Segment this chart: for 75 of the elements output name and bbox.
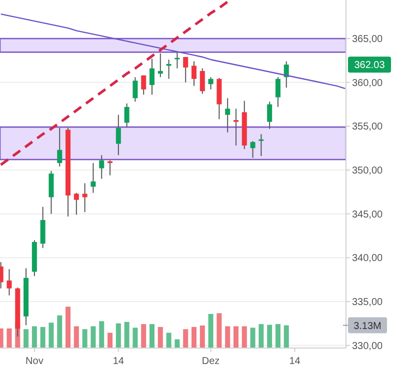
bar xyxy=(108,332,113,348)
candlestick xyxy=(284,60,289,88)
bar xyxy=(191,326,196,348)
candlestick xyxy=(90,162,96,194)
y-tick-label: 330,00 xyxy=(352,340,384,352)
candlestick xyxy=(116,114,121,156)
bar xyxy=(6,328,12,348)
bar xyxy=(141,324,146,348)
bar xyxy=(225,326,230,348)
bar xyxy=(216,313,222,348)
bar xyxy=(32,326,37,348)
x-tick-label: Nov xyxy=(26,356,44,367)
bar xyxy=(174,339,180,348)
bar xyxy=(250,328,256,348)
candlestick xyxy=(99,154,104,180)
bar xyxy=(150,324,155,348)
bar xyxy=(40,326,46,348)
bar xyxy=(74,326,79,348)
bar xyxy=(66,306,71,348)
candlestick xyxy=(191,60,196,86)
bar xyxy=(258,324,264,348)
candlestick xyxy=(267,101,272,130)
candlestick xyxy=(174,51,180,69)
candlestick xyxy=(258,134,264,157)
bar xyxy=(233,326,238,348)
bar xyxy=(275,324,280,348)
bar xyxy=(208,314,214,348)
candlestick xyxy=(74,192,79,216)
bar xyxy=(132,328,138,348)
bar xyxy=(267,324,272,348)
bar xyxy=(90,326,96,348)
y-tick-label: 360,00 xyxy=(352,78,384,89)
candlestick xyxy=(40,206,46,249)
bar xyxy=(24,329,29,348)
bar xyxy=(158,326,163,348)
candlestick xyxy=(6,268,12,296)
x-tick-label: 14 xyxy=(289,356,301,367)
x-tick-label: Dez xyxy=(202,356,220,367)
bar xyxy=(116,323,121,348)
y-tick-label: 355,00 xyxy=(352,122,384,133)
bar xyxy=(57,315,62,348)
candlestick xyxy=(57,127,62,168)
y-tick-label: 365,00 xyxy=(352,34,384,46)
y-tick-label: 345,00 xyxy=(352,209,384,220)
candlestick xyxy=(200,68,205,94)
y-tick-label: 335,00 xyxy=(352,297,384,308)
bar xyxy=(99,321,104,348)
bar xyxy=(242,326,247,348)
candlestick xyxy=(48,170,54,214)
candlestick xyxy=(124,102,130,128)
candlestick xyxy=(233,108,238,146)
line-series xyxy=(0,13,346,90)
text: 362.03 xyxy=(354,60,386,72)
bar xyxy=(124,322,130,348)
y-tick-label: 350,00 xyxy=(352,166,384,177)
candlestick xyxy=(275,76,280,108)
y-tick-label: 340,00 xyxy=(352,253,384,264)
candlestick xyxy=(150,58,155,96)
candlestick xyxy=(82,182,88,213)
candlestick xyxy=(132,76,138,102)
bar xyxy=(200,326,205,348)
candlestick xyxy=(208,76,214,90)
bar xyxy=(183,329,188,348)
line-series xyxy=(0,0,229,166)
candlestick xyxy=(158,52,163,78)
candlestick xyxy=(225,98,230,133)
bar xyxy=(82,329,88,348)
bar xyxy=(48,322,54,348)
candlestick xyxy=(250,140,256,158)
y2-tick-label: 3.13M xyxy=(354,320,382,332)
candlestick xyxy=(183,56,188,83)
bar xyxy=(284,325,289,348)
bar xyxy=(166,332,172,348)
candlestick xyxy=(141,74,146,96)
x-tick-label: 14 xyxy=(112,356,124,367)
